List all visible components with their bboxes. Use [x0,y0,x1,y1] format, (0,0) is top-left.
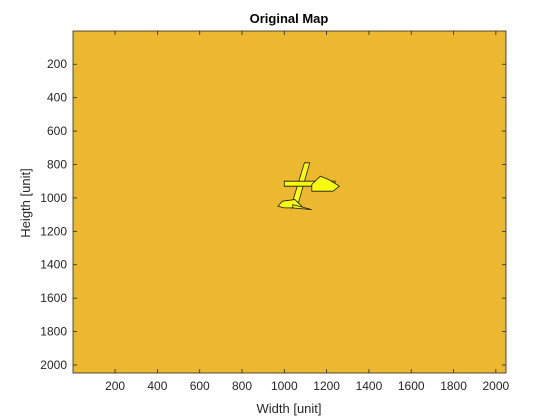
x-tick-label: 1400 [356,379,383,393]
map-features [277,162,340,210]
chart-title: Original Map [250,11,329,26]
y-tick-label: 200 [47,57,67,71]
y-tick-label: 1000 [40,191,67,205]
y-tick-label: 1800 [40,325,67,339]
x-tick-label: 2000 [482,379,509,393]
y-tick-label: 600 [47,124,67,138]
y-axis-label: Heigth [unit] [18,168,33,237]
map-feature-right-lobe [311,175,340,192]
x-axis-label: Width [unit] [256,401,321,416]
y-tick-label: 1600 [40,291,67,305]
map-feature-tail [292,204,312,210]
x-tick-label: 400 [147,379,167,393]
x-tick-label: 1200 [313,379,340,393]
y-tick-label: 2000 [40,358,67,372]
axes-frame [72,30,507,374]
x-tick-label: 1800 [440,379,467,393]
y-tick-label: 800 [47,157,67,171]
x-tick-label: 200 [105,379,125,393]
y-tick-label: 1200 [40,224,67,238]
x-tick-label: 600 [190,379,210,393]
y-tick-label: 1400 [40,258,67,272]
x-axis-ticks: 200 400 600 800 1000 1200 1400 1600 1800 2000 [105,31,510,393]
x-tick-label: 1600 [398,379,425,393]
x-tick-label: 1000 [271,379,298,393]
y-axis-ticks: 200 400 600 800 1000 1200 1400 1600 1800 2000 [40,57,506,372]
x-tick-label: 800 [232,379,252,393]
y-tick-label: 400 [47,91,67,105]
